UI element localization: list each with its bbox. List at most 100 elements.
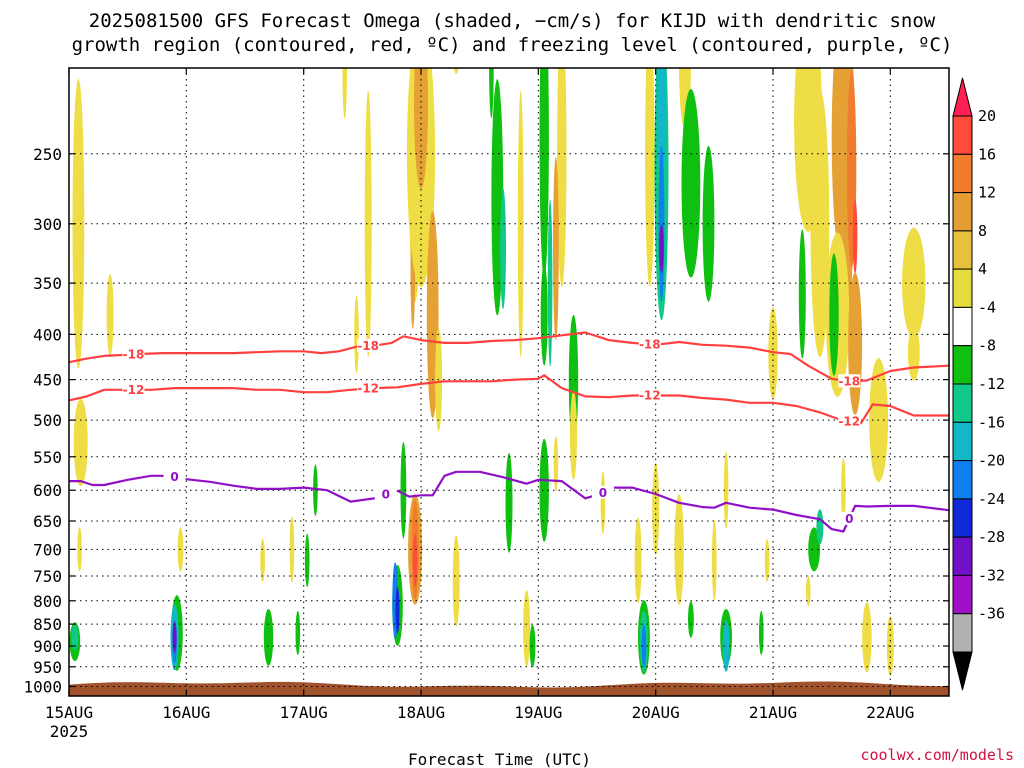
- omega-cell: [77, 527, 82, 572]
- omega-cell: [907, 325, 920, 381]
- colorbar-label: 16: [978, 145, 996, 163]
- contour-0: [69, 470, 949, 533]
- omega-cell: [723, 451, 729, 529]
- colorbar-segment: [952, 613, 973, 653]
- omega-cell: [634, 517, 642, 604]
- contour-label: -12: [123, 383, 145, 397]
- x-tick-label: 16AUG: [162, 703, 210, 722]
- ground-fill: [69, 681, 949, 696]
- pressure-axis: 250 300 350 400 450 500 550 600 650 700 750 800 850 9…: [23, 145, 949, 697]
- omega-cell: [764, 538, 770, 582]
- omega-cell: [539, 68, 549, 279]
- omega-cell: [413, 533, 418, 587]
- omega-cell: [553, 156, 559, 341]
- omega-cell: [641, 624, 647, 668]
- contour-label-bg: [357, 381, 380, 395]
- y-tick-label: 350: [33, 274, 62, 293]
- contour-label-bg: [122, 347, 145, 361]
- colorbar-segment: [952, 268, 973, 308]
- y-tick-label: 300: [33, 215, 62, 234]
- omega-cell: [674, 494, 684, 605]
- colorbar-label: -32: [978, 566, 1005, 584]
- omega-cell: [722, 620, 730, 672]
- colorbar-label: -28: [978, 528, 1005, 546]
- omega-cell: [400, 441, 407, 539]
- omega-cell: [702, 145, 715, 302]
- omega-cell: [810, 90, 830, 357]
- temperature-contours: -18 -18 -18 -18 -12 -12 -12 -12 0 0 0 0: [69, 331, 949, 533]
- colorbar-segment: [952, 498, 973, 538]
- omega-cell: [453, 68, 459, 75]
- y-tick-label: 950: [33, 658, 62, 677]
- omega-cell: [73, 398, 88, 487]
- colorbar-segment: [952, 383, 973, 423]
- colorbar-label: -4: [978, 298, 996, 316]
- omega-cell: [557, 68, 567, 287]
- omega-cell: [852, 199, 858, 274]
- x-tick-label: 17AUG: [280, 703, 328, 722]
- omega-cell: [540, 263, 548, 366]
- y-tick-label: 600: [33, 481, 62, 500]
- colorbar-label: 4: [978, 260, 987, 278]
- y-tick-label: 650: [33, 512, 62, 531]
- x-tick-label: 18AUG: [397, 703, 445, 722]
- colorbar: 20 16 12 8 4 -4 -8 -12 -16 -20 -24 -28 -32 -36: [952, 77, 1005, 691]
- omega-cell: [539, 438, 549, 542]
- contour-minus18: [69, 331, 949, 383]
- colorbar-label: -12: [978, 375, 1005, 393]
- contour-label: -18: [838, 374, 860, 388]
- contour-label: -18: [357, 339, 379, 353]
- colorbar-label: -24: [978, 490, 1005, 508]
- contour-label: -12: [357, 382, 379, 396]
- contour-label-bg: [591, 485, 614, 499]
- omega-cell: [645, 68, 655, 287]
- contour-label: 0: [845, 512, 853, 526]
- omega-cell: [342, 68, 347, 119]
- omega-cell: [759, 610, 764, 656]
- omega-cell: [414, 68, 428, 189]
- omega-cell: [712, 520, 717, 601]
- colorbar-label: -8: [978, 337, 996, 355]
- omega-cell: [313, 464, 318, 516]
- y-tick-label: 250: [33, 145, 62, 164]
- x-tick-label: 15AUG: [45, 703, 93, 722]
- omega-cell: [260, 538, 265, 582]
- contour-minus12: [69, 374, 949, 425]
- contour-label-bg: [838, 374, 861, 388]
- contour-label-bg: [122, 382, 145, 396]
- omega-cell: [523, 590, 531, 667]
- omega-cell: [805, 576, 811, 606]
- omega-cell: [304, 533, 310, 587]
- omega-cell: [505, 452, 513, 553]
- y-tick-label: 400: [33, 325, 62, 344]
- omega-cell: [263, 609, 274, 666]
- colorbar-label: 12: [978, 184, 996, 202]
- omega-cell: [106, 274, 114, 356]
- x-tick-label: 20AUG: [632, 703, 680, 722]
- omega-cell: [553, 436, 559, 492]
- omega-cell: [829, 253, 839, 376]
- colorbar-segment: [952, 192, 973, 232]
- colorbar-label: -36: [978, 605, 1005, 623]
- credit-text: coolwx.com/models: [860, 746, 1014, 764]
- omega-cell: [902, 227, 926, 339]
- omega-cell: [816, 509, 824, 545]
- x-tick-label: 22AUG: [866, 703, 914, 722]
- omega-cell: [659, 224, 664, 273]
- colorbar-segment: [952, 574, 973, 615]
- omega-cell: [354, 295, 359, 373]
- omega-cell: [295, 610, 301, 656]
- omega-cell: [172, 622, 177, 653]
- omega-cell: [72, 79, 85, 369]
- contour-label: 0: [599, 486, 607, 500]
- omega-cell: [71, 624, 79, 651]
- x-axis-label: Forecast Time (UTC): [408, 750, 591, 768]
- colorbar-label: 20: [978, 107, 996, 125]
- plot-frame: [68, 67, 950, 697]
- y-tick-label: 750: [33, 567, 62, 586]
- contour-label: -12: [639, 389, 661, 403]
- contour-label-bg: [163, 469, 186, 483]
- chart-title-line-1: 2025081500 GFS Forecast Omega (shaded, −…: [89, 10, 936, 32]
- contour-label: -18: [639, 337, 661, 351]
